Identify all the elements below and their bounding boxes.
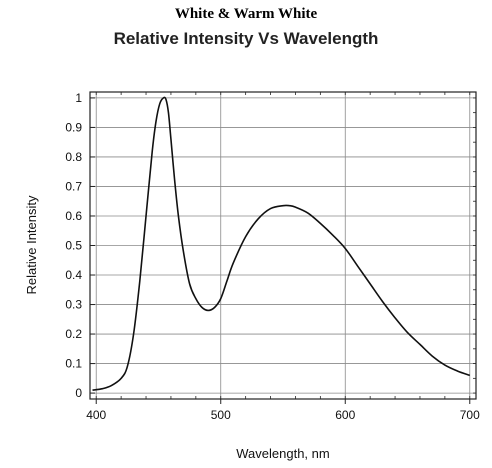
y-tick-label: 0.6 [65,209,82,223]
page-title: White & Warm White [174,6,318,22]
y-tick-label: 0.2 [65,327,82,341]
y-tick-label: 0.4 [65,268,82,282]
y-tick-label: 0.3 [65,298,82,312]
y-axis-title: Relative Intensity [24,195,39,294]
x-tick-label: 500 [211,408,231,422]
x-tick-label: 400 [86,408,106,422]
y-tick-label: 0.5 [65,239,82,253]
y-tick-label: 0.8 [65,150,82,164]
y-tick-label: 0 [75,386,82,400]
x-tick-label: 600 [335,408,355,422]
y-tick-label: 0.1 [65,357,82,371]
chart-title: Relative Intensity Vs Wavelength [113,29,379,48]
y-tick-label: 0.7 [65,179,82,193]
y-tick-label: 1 [75,91,82,105]
x-tick-label: 700 [460,408,480,422]
x-axis-title: Wavelength, nm [236,446,329,461]
y-tick-label: 0.9 [65,120,82,134]
series-line [92,96,471,391]
